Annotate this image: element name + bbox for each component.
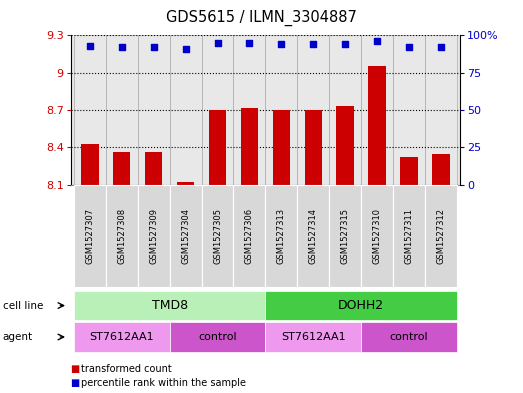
Bar bbox=[329, 35, 361, 185]
Text: percentile rank within the sample: percentile rank within the sample bbox=[81, 378, 246, 388]
Bar bbox=[145, 152, 163, 185]
Bar bbox=[272, 110, 290, 185]
Bar bbox=[81, 143, 98, 185]
Point bbox=[405, 44, 413, 50]
Bar bbox=[336, 106, 354, 185]
Text: GSM1527313: GSM1527313 bbox=[277, 208, 286, 264]
Text: control: control bbox=[198, 332, 237, 342]
Bar bbox=[368, 66, 386, 185]
Point bbox=[437, 44, 445, 50]
Bar bbox=[233, 35, 266, 185]
Point bbox=[309, 41, 317, 48]
Text: transformed count: transformed count bbox=[81, 364, 172, 374]
Text: GSM1527310: GSM1527310 bbox=[373, 208, 382, 264]
Bar bbox=[266, 35, 298, 185]
Bar bbox=[106, 35, 138, 185]
Point bbox=[245, 40, 254, 46]
Text: GSM1527311: GSM1527311 bbox=[405, 208, 414, 264]
Point bbox=[86, 43, 94, 49]
Text: GSM1527304: GSM1527304 bbox=[181, 208, 190, 264]
Bar bbox=[425, 35, 457, 185]
Bar bbox=[138, 35, 169, 185]
Bar bbox=[433, 154, 450, 185]
Text: cell line: cell line bbox=[3, 301, 43, 310]
Bar bbox=[361, 35, 393, 185]
Text: ST7612AA1: ST7612AA1 bbox=[281, 332, 346, 342]
Text: DOHH2: DOHH2 bbox=[338, 299, 384, 312]
Bar bbox=[298, 35, 329, 185]
Text: agent: agent bbox=[3, 332, 33, 342]
Text: ■: ■ bbox=[71, 378, 80, 388]
Text: ST7612AA1: ST7612AA1 bbox=[89, 332, 154, 342]
Point bbox=[277, 41, 286, 48]
Text: GSM1527308: GSM1527308 bbox=[117, 208, 126, 264]
Bar bbox=[74, 35, 106, 185]
Text: GDS5615 / ILMN_3304887: GDS5615 / ILMN_3304887 bbox=[166, 10, 357, 26]
Text: GSM1527305: GSM1527305 bbox=[213, 208, 222, 264]
Text: TMD8: TMD8 bbox=[152, 299, 188, 312]
Text: ■: ■ bbox=[71, 364, 80, 374]
Point bbox=[118, 44, 126, 50]
Text: GSM1527314: GSM1527314 bbox=[309, 208, 318, 264]
Bar bbox=[209, 110, 226, 185]
Point bbox=[373, 38, 381, 44]
Point bbox=[181, 46, 190, 52]
Text: GSM1527312: GSM1527312 bbox=[437, 208, 446, 264]
Text: control: control bbox=[390, 332, 428, 342]
Text: GSM1527315: GSM1527315 bbox=[341, 208, 350, 264]
Bar bbox=[169, 35, 201, 185]
Text: GSM1527309: GSM1527309 bbox=[149, 208, 158, 264]
Bar bbox=[401, 157, 418, 185]
Text: GSM1527307: GSM1527307 bbox=[85, 208, 94, 264]
Point bbox=[341, 41, 349, 48]
Bar bbox=[201, 35, 233, 185]
Bar bbox=[113, 152, 130, 185]
Bar bbox=[241, 108, 258, 185]
Bar bbox=[393, 35, 425, 185]
Point bbox=[213, 40, 222, 46]
Point bbox=[150, 44, 158, 50]
Bar bbox=[304, 110, 322, 185]
Text: GSM1527306: GSM1527306 bbox=[245, 208, 254, 264]
Bar bbox=[177, 182, 195, 185]
